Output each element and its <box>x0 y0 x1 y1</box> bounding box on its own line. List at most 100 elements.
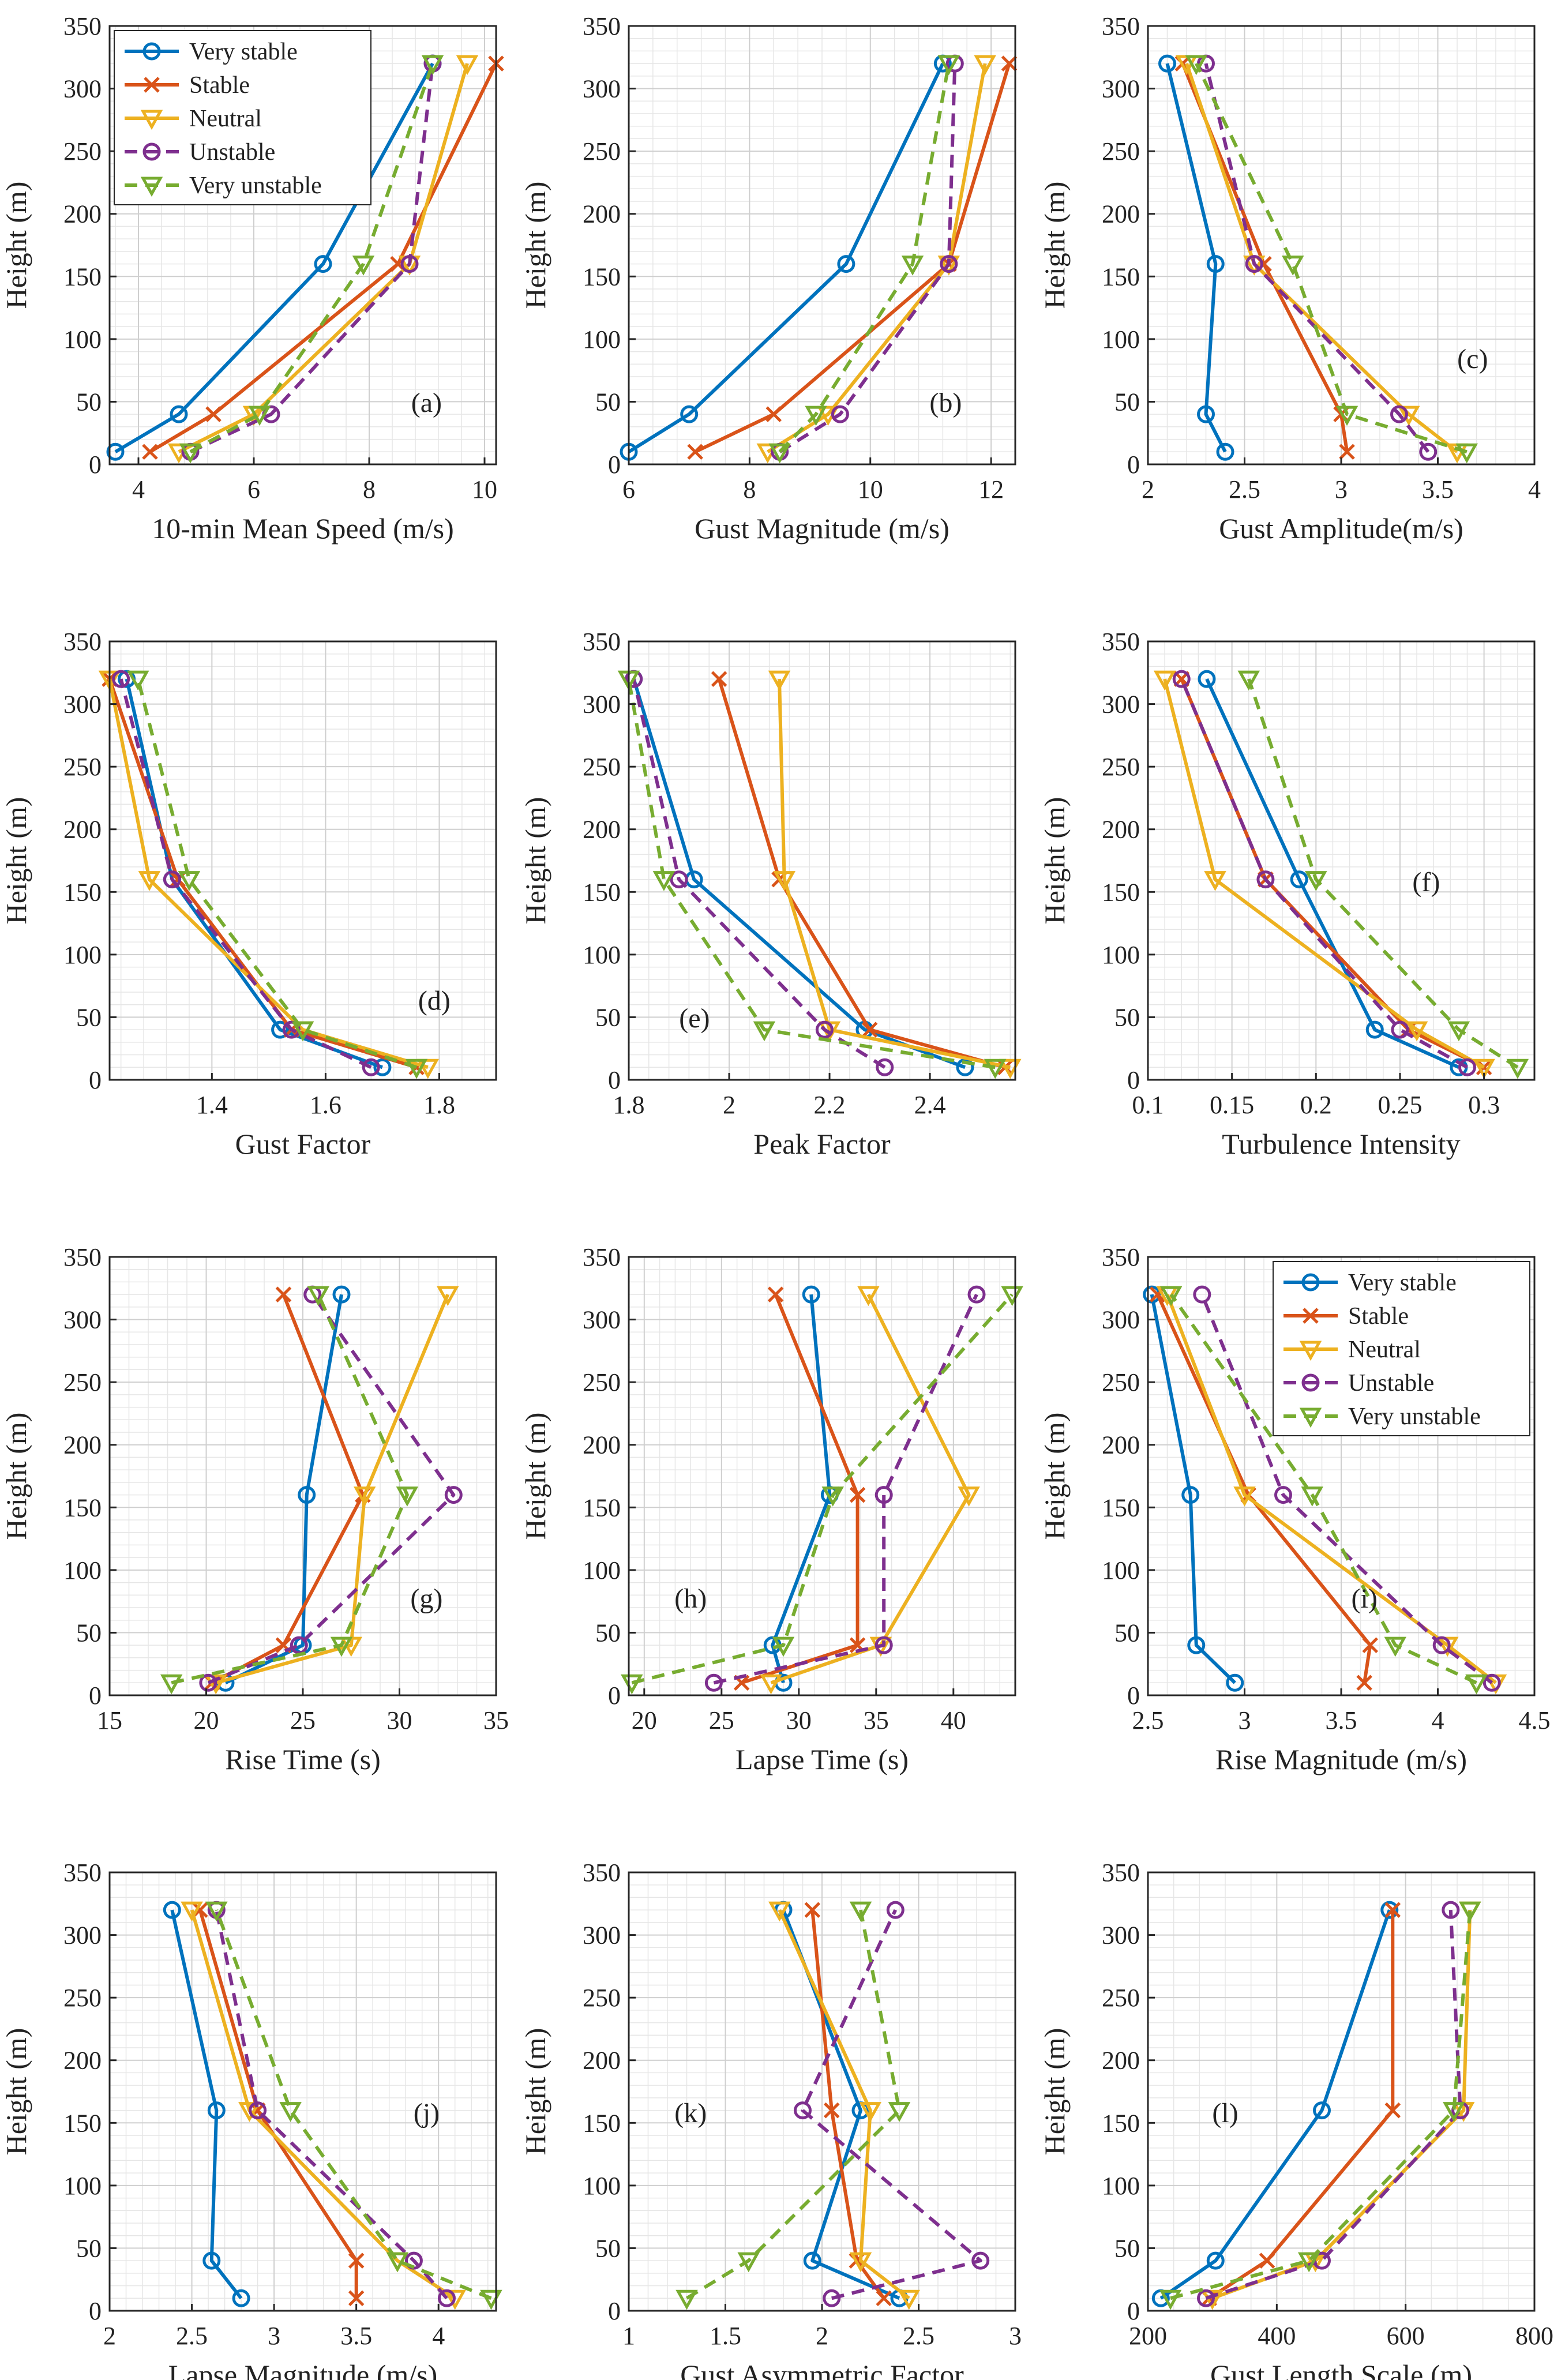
data-point <box>803 2251 821 2270</box>
panel-g: 0 50 100 150 200 250 300 350 15 20 25 30 35 Rise Time… <box>0 1243 509 1775</box>
x-tick-label: 1.4 <box>196 1091 228 1119</box>
y-tick-label: 300 <box>1102 690 1140 719</box>
x-axis-label: Gust Factor <box>235 1128 371 1160</box>
data-point <box>179 443 202 464</box>
data-point <box>888 2102 911 2122</box>
data-point <box>352 256 375 276</box>
y-tick-label: 0 <box>1127 451 1140 479</box>
data-point <box>704 1673 723 1692</box>
legend-label: Neutral <box>1348 1337 1421 1363</box>
y-tick-label: 300 <box>63 1921 102 1950</box>
legend-marker <box>142 42 161 61</box>
y-tick-label: 150 <box>583 1493 621 1522</box>
panel-tag: (j) <box>414 2098 440 2129</box>
data-point <box>875 1486 893 1504</box>
y-tick-label: 350 <box>1102 1243 1140 1271</box>
series-line <box>215 1293 450 1685</box>
y-tick-label: 350 <box>1102 1859 1140 1887</box>
data-point <box>163 870 181 889</box>
panel-b: 0 50 100 150 200 250 300 350 6 8 10 12 Gust Magnitud… <box>519 12 1018 545</box>
legend-label: Unstable <box>1348 1370 1434 1397</box>
series-line <box>178 63 469 453</box>
data-point <box>404 2251 423 2270</box>
panel-l: 0 50 100 150 200 250 300 350 200 400 600 800 Gust Le… <box>1038 1859 1553 2380</box>
data-point <box>1197 2289 1215 2307</box>
data-point <box>849 1486 866 1503</box>
series-line <box>694 63 1011 454</box>
data-point <box>373 1058 392 1076</box>
data-point <box>1297 2252 1320 2273</box>
data-point <box>127 670 149 691</box>
data-point <box>1458 1058 1476 1076</box>
legend-label: Very stable <box>189 39 298 65</box>
series-very-stable <box>1151 1901 1399 2307</box>
panel-i: 0 50 100 150 200 250 300 350 2.5 3 3.5 4 4.5 Rise Mag… <box>1038 1243 1551 1775</box>
series-line <box>198 1909 358 2299</box>
y-axis-label: Height (m) <box>1038 182 1071 309</box>
series-line <box>1181 62 1349 452</box>
data-point <box>1447 1021 1470 1042</box>
data-point <box>1384 2102 1401 2119</box>
series-line <box>136 678 418 1069</box>
data-point <box>971 2251 990 2270</box>
x-tick-label: 1 <box>622 2322 635 2350</box>
data-point <box>802 1285 820 1304</box>
data-point <box>400 255 419 273</box>
data-point <box>437 2289 456 2307</box>
y-tick-label: 150 <box>583 262 621 291</box>
axes-frame <box>108 640 497 1081</box>
panel-d: 0 50 100 150 200 250 300 350 1.4 1.6 1.8 Gust Facto… <box>0 628 497 1160</box>
legend-item-very-unstable: Very unstable <box>125 172 322 199</box>
series-line <box>211 1293 365 1684</box>
x-tick-label: 0.15 <box>1210 1091 1254 1119</box>
series-line <box>215 1909 448 2300</box>
data-point <box>181 1901 203 1922</box>
y-axis-label: Height (m) <box>519 2028 551 2156</box>
y-axis-label: Height (m) <box>519 182 551 309</box>
x-tick-label: 30 <box>786 1706 812 1735</box>
y-axis-label: Height (m) <box>519 1413 551 1540</box>
axes-frame <box>628 1256 1016 1696</box>
series-line <box>713 1293 978 1685</box>
data-point <box>307 1286 330 1307</box>
axes-frame <box>628 25 1016 466</box>
data-point <box>849 2252 872 2273</box>
data-point <box>804 1902 821 1918</box>
data-point <box>1282 256 1304 276</box>
legend-item-very-unstable: Very unstable <box>1283 1403 1481 1430</box>
legend-label: Unstable <box>189 139 275 166</box>
y-tick-label: 350 <box>63 1859 102 1887</box>
data-point <box>330 1636 353 1657</box>
data-point <box>1384 1636 1407 1657</box>
series-very-unstable <box>1237 670 1529 1079</box>
data-point <box>1335 406 1358 426</box>
y-tick-label: 200 <box>1102 200 1140 228</box>
data-point <box>205 406 222 422</box>
y-tick-label: 200 <box>583 816 621 844</box>
y-tick-label: 350 <box>583 1859 621 1887</box>
x-tick-label: 3 <box>1335 475 1348 504</box>
x-tick-label: 40 <box>941 1706 966 1735</box>
y-tick-label: 200 <box>63 2047 102 2075</box>
data-point <box>1380 1901 1399 1919</box>
y-tick-label: 50 <box>595 1003 621 1031</box>
y-tick-label: 350 <box>1102 12 1140 40</box>
data-point <box>937 55 960 76</box>
data-point <box>901 256 924 276</box>
data-point <box>1206 2251 1225 2270</box>
data-point <box>271 1020 290 1039</box>
y-tick-label: 100 <box>583 325 621 354</box>
data-point <box>444 2289 466 2310</box>
x-tick-label: 400 <box>1258 2322 1296 2350</box>
y-axis-label: Height (m) <box>1038 2028 1071 2156</box>
data-point <box>1391 1020 1409 1039</box>
data-point <box>1256 870 1275 889</box>
series-line <box>114 62 434 453</box>
y-tick-label: 0 <box>89 2297 102 2325</box>
data-point <box>849 1901 872 1922</box>
y-tick-label: 350 <box>63 1243 102 1271</box>
data-point <box>1362 1637 1379 1653</box>
series-line <box>1180 678 1468 1069</box>
legend-item-unstable: Unstable <box>1283 1370 1434 1397</box>
